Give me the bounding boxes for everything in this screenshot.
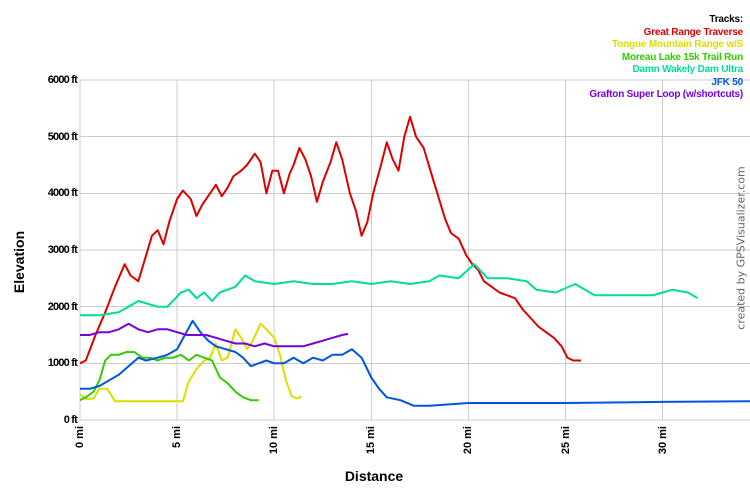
legend-item: Damn Wakely Dam Ultra (632, 64, 744, 75)
x-tick-label: 25 mi (559, 426, 572, 455)
x-tick-label: 30 mi (656, 426, 669, 455)
x-axis-label: Distance (344, 468, 404, 484)
x-tick-label: 15 mi (365, 426, 378, 455)
y-tick-label: 1000 ft (47, 357, 78, 370)
credit-text: created by GPSVisualizer.com (734, 166, 748, 330)
legend-item: Tongue Mountain Range w/S (612, 39, 743, 50)
x-tick-label: 5 mi (171, 426, 184, 449)
x-tick-label: 10 mi (268, 426, 281, 455)
x-tick-label: 20 mi (462, 426, 475, 455)
y-tick-label: 3000 ft (47, 244, 78, 256)
track-line (80, 263, 699, 317)
legend-item: Grafton Super Loop (w/shortcuts) (589, 89, 743, 100)
legend-item: Great Range Traverse (643, 26, 744, 38)
legend-item: JFK 50 (711, 76, 743, 88)
legend-item: Moreau Lake 15k Trail Run (621, 51, 743, 63)
track-lines (79, 115, 750, 407)
y-tick-label: 4000 ft (47, 187, 78, 200)
track-line (80, 319, 750, 407)
track-line (79, 322, 302, 403)
y-axis-label: Elevation (11, 230, 27, 294)
y-tick-label: 6000 ft (47, 74, 78, 86)
x-tick-label: 0 mi (74, 426, 86, 449)
y-tick-label: 0 ft (63, 414, 78, 426)
y-tick-label: 5000 ft (47, 130, 78, 143)
track-line (80, 322, 349, 348)
y-tick-label: 2000 ft (47, 300, 78, 313)
legend: Tracks: Great Range Traverse Tongue Mount… (589, 14, 743, 102)
track-line (79, 115, 581, 365)
legend-title: Tracks: (709, 14, 743, 25)
track-line (79, 351, 259, 402)
